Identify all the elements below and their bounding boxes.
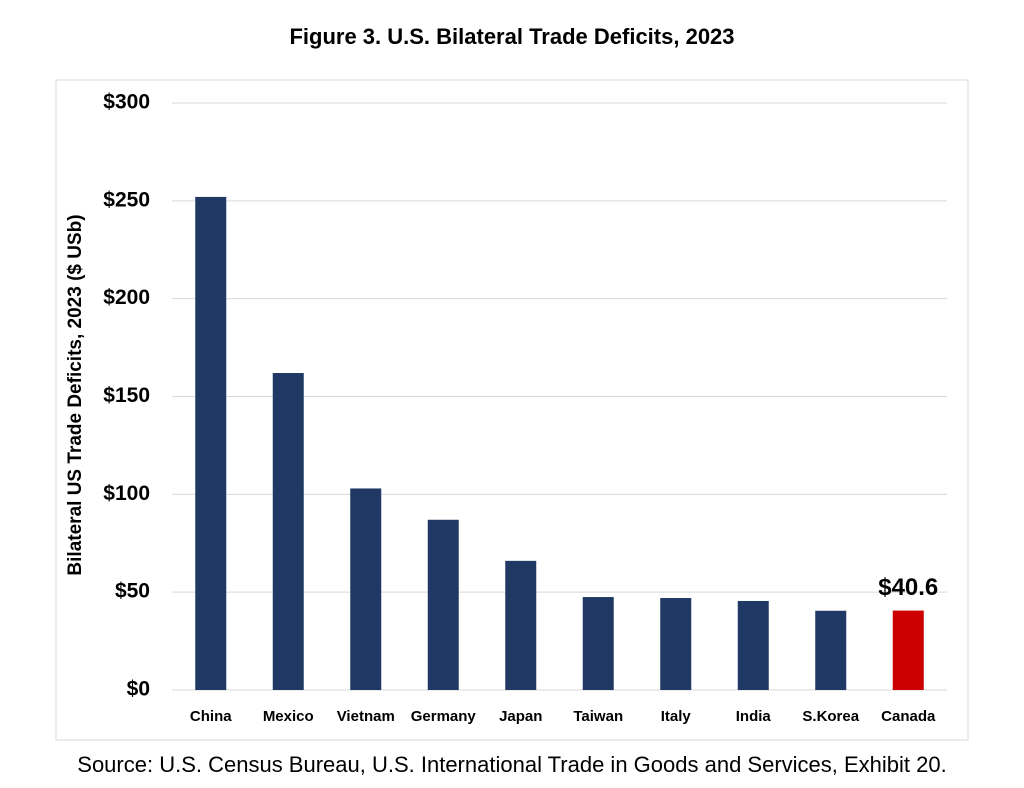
bar (892, 610, 924, 690)
y-tick-label: $200 (103, 286, 150, 309)
x-tick-label: Italy (661, 708, 692, 725)
x-tick-label: Canada (881, 708, 936, 725)
y-tick-label: $50 (115, 580, 150, 603)
chart-title: Figure 3. U.S. Bilateral Trade Deficits,… (289, 24, 734, 49)
y-tick-label: $0 (127, 678, 150, 701)
y-tick-label: $250 (103, 188, 150, 211)
bar (427, 519, 459, 690)
x-tick-label: China (190, 708, 232, 725)
y-tick-label: $100 (103, 482, 150, 505)
bar (505, 560, 537, 690)
x-tick-label: Mexico (263, 708, 314, 725)
x-tick-label: S.Korea (802, 708, 859, 725)
x-tick-label: Japan (499, 708, 542, 725)
x-tick-label: Taiwan (573, 708, 623, 725)
bar (195, 196, 227, 691)
bar (582, 597, 614, 690)
plot-frame (55, 79, 969, 741)
bar (737, 600, 769, 690)
x-tick-label: Germany (411, 708, 477, 725)
bar (815, 610, 847, 690)
bar (660, 598, 692, 690)
bar (272, 373, 304, 690)
x-tick-label: India (736, 708, 772, 725)
y-axis-label: Bilateral US Trade Deficits, 2023 ($ USb… (65, 214, 86, 575)
bar (350, 488, 382, 690)
data-label: $40.6 (878, 574, 938, 601)
source-note: Source: U.S. Census Bureau, U.S. Interna… (77, 752, 946, 777)
y-tick-label: $300 (103, 91, 150, 114)
y-tick-label: $150 (103, 384, 150, 407)
x-tick-label: Vietnam (337, 708, 395, 725)
